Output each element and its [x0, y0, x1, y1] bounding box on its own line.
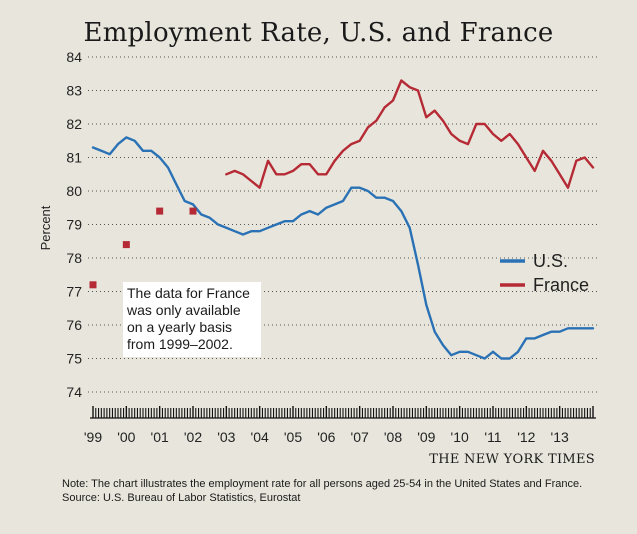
y-tick-label: 79: [66, 217, 82, 233]
x-tick-label: '06: [317, 429, 335, 445]
x-tick-label: '03: [217, 429, 235, 445]
x-tick-label: '99: [84, 429, 102, 445]
x-tick-label: '00: [117, 429, 135, 445]
y-tick-label: 80: [66, 183, 82, 199]
series-line-us: [91, 136, 595, 360]
note: Note: The chart illustrates the employme…: [62, 477, 622, 505]
y-tick-label: 81: [66, 150, 82, 166]
x-tick-label: '01: [151, 429, 169, 445]
france-yearly-marker: [122, 241, 130, 249]
y-tick-label: 84: [66, 49, 82, 65]
france-yearly-marker: [89, 281, 97, 289]
france-yearly-marker: [189, 207, 197, 215]
x-axis: '99 '00 '01 '02 '03 '04 '05 '06 '07 '08 '09 '10 '11 '…: [84, 406, 596, 445]
x-tick-label: '10: [451, 429, 469, 445]
legend: U.S. France: [500, 251, 589, 295]
series-lines: [91, 79, 595, 360]
y-axis-ticks: 74 75 76 77 78 79 80 81 82 83 84: [66, 49, 82, 400]
x-tick-label: '02: [184, 429, 202, 445]
x-tick-label: '09: [417, 429, 435, 445]
y-tick-label: 75: [66, 351, 82, 367]
y-tick-label: 83: [66, 83, 82, 99]
source-text: Source: U.S. Bureau of Labor Statistics,…: [62, 492, 301, 504]
chart-plot: 74 75 76 77 78 79 80 81 82 83 84 '99 '00 '01 '02 '03 '0…: [38, 49, 597, 445]
annotation-box: The data for France was only available o…: [123, 282, 261, 357]
note-text: Note: The chart illustrates the employme…: [62, 478, 583, 490]
series-line-france: [225, 79, 595, 189]
x-tick-label: '05: [284, 429, 302, 445]
y-tick-label: 78: [66, 250, 82, 266]
x-tick-label: '07: [351, 429, 369, 445]
x-tick-label: '12: [517, 429, 535, 445]
y-axis-label: Percent: [38, 205, 53, 250]
y-tick-label: 77: [66, 284, 82, 300]
y-tick-label: 74: [66, 384, 82, 400]
france-yearly-marker: [156, 207, 164, 215]
series-markers: [89, 207, 197, 289]
legend-label: U.S.: [533, 251, 568, 271]
credit-text: THE NEW YORK TIMES: [429, 452, 595, 467]
chart-title: Employment Rate, U.S. and France: [83, 18, 554, 48]
x-tick-label: '11: [484, 429, 501, 445]
y-tick-label: 76: [66, 317, 82, 333]
x-tick-label: '04: [251, 429, 269, 445]
x-tick-label: '13: [551, 429, 569, 445]
x-tick-label: '08: [384, 429, 402, 445]
legend-label: France: [533, 275, 589, 295]
y-tick-label: 82: [66, 116, 82, 132]
